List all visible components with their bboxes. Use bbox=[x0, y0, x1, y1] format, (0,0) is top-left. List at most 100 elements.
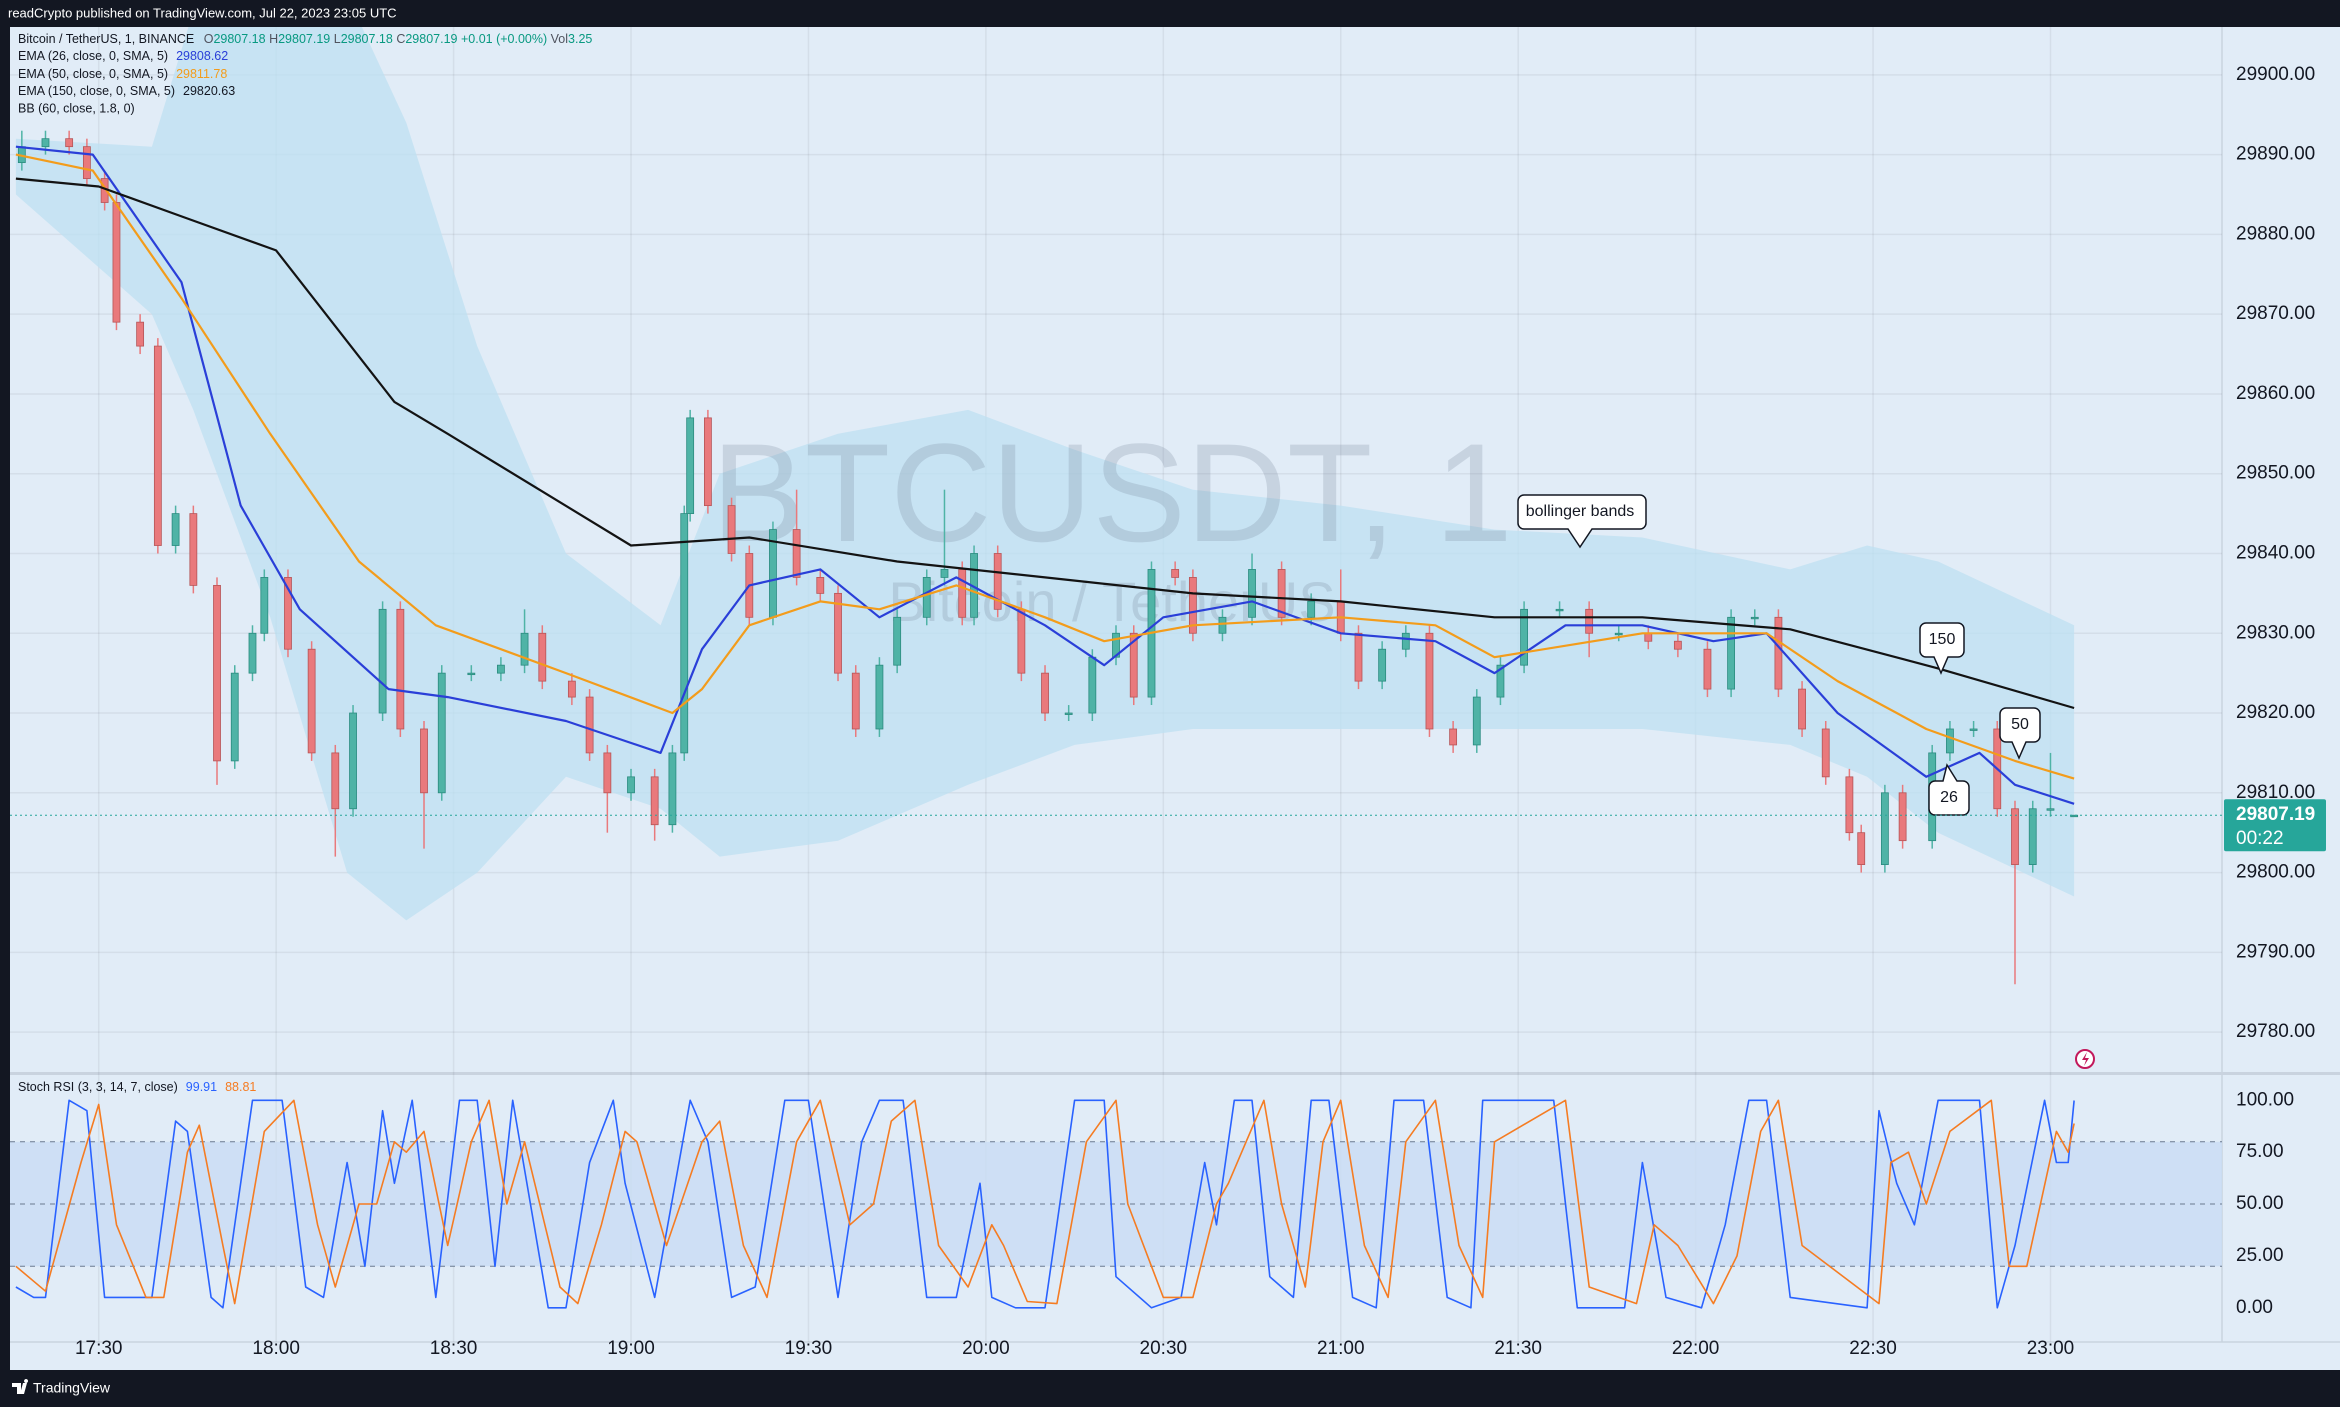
candle-body bbox=[834, 592, 842, 674]
callout bbox=[1928, 763, 1970, 816]
callout bbox=[1999, 707, 2041, 760]
candle-body bbox=[1277, 569, 1286, 618]
annotation-text: 150 bbox=[1929, 631, 1956, 648]
candle-body bbox=[349, 712, 357, 810]
x-tick-label: 22:00 bbox=[1672, 1338, 1720, 1359]
footer-bar bbox=[0, 1370, 2340, 1407]
legend-value: 88.81 bbox=[225, 1080, 256, 1094]
candle-body bbox=[1774, 616, 1783, 690]
candle-body bbox=[2028, 808, 2037, 865]
ohlc-prefix: O bbox=[204, 32, 214, 46]
annotation: 150 bbox=[1919, 622, 1965, 675]
x-tick-label: 20:30 bbox=[1140, 1338, 1188, 1359]
legend-value: 29811.78 bbox=[176, 67, 227, 81]
alert-icon[interactable] bbox=[2075, 1049, 2095, 1069]
candle-body bbox=[680, 513, 689, 754]
x-tick-label: 19:30 bbox=[785, 1338, 833, 1359]
ohlc-low: 29807.18 bbox=[341, 32, 393, 46]
y-tick-label: 75.00 bbox=[2236, 1141, 2284, 1162]
candle-body bbox=[2046, 808, 2055, 811]
candle-body bbox=[82, 146, 91, 179]
candle-body bbox=[1880, 792, 1889, 865]
volume-label: Vol bbox=[551, 32, 568, 46]
legend-value: 99.91 bbox=[186, 1080, 217, 1094]
y-tick-label: 29880.00 bbox=[2236, 223, 2315, 244]
y-tick-label: 29820.00 bbox=[2236, 702, 2315, 723]
y-tick-label: 29780.00 bbox=[2236, 1021, 2315, 1042]
candle-body bbox=[1129, 632, 1138, 698]
ema50-legend: EMA (50, close, 0, SMA, 5) 29811.78 bbox=[18, 67, 227, 81]
candle-body bbox=[538, 632, 547, 682]
price-pane: BTCUSDT, 1 Bitcoin / TetherUS bbox=[15, 27, 2079, 985]
candle-body bbox=[1585, 608, 1594, 634]
annotation: bollinger bands bbox=[1517, 494, 1647, 549]
y-tick-label: 25.00 bbox=[2236, 1245, 2284, 1266]
annotation-text: 50 bbox=[2011, 716, 2029, 733]
candle-body bbox=[248, 632, 257, 674]
candle-body bbox=[816, 577, 825, 594]
x-tick-label: 18:30 bbox=[430, 1338, 478, 1359]
candle-body bbox=[1218, 616, 1227, 634]
ohlc-prefix: H bbox=[269, 32, 278, 46]
candle-body bbox=[1307, 600, 1316, 618]
candle-body bbox=[1614, 632, 1623, 636]
candle-body bbox=[1520, 608, 1528, 666]
annotation-text: 26 bbox=[1940, 789, 1958, 806]
y-tick-label: 29870.00 bbox=[2236, 303, 2315, 324]
legend-name: EMA (50, close, 0, SMA, 5) bbox=[18, 67, 168, 81]
y-tick-label: 0.00 bbox=[2236, 1297, 2273, 1318]
candle-body bbox=[112, 202, 121, 323]
candle-body bbox=[851, 672, 860, 730]
candle-body bbox=[922, 577, 931, 618]
candle-body bbox=[958, 569, 967, 618]
candle-body bbox=[1188, 577, 1197, 634]
ema150-legend: EMA (150, close, 0, SMA, 5) 29820.63 bbox=[18, 84, 235, 98]
y-tick-label: 29790.00 bbox=[2236, 941, 2315, 962]
stoch-line bbox=[15, 1099, 2075, 1305]
x-tick-label: 19:00 bbox=[607, 1338, 655, 1359]
ohlc-close: 29807.19 bbox=[405, 32, 457, 46]
candle-body bbox=[1017, 608, 1026, 674]
volume: 3.25 bbox=[568, 32, 592, 46]
x-tick-label: 22:30 bbox=[1849, 1338, 1897, 1359]
candle-body bbox=[1088, 656, 1097, 714]
candle-body bbox=[1969, 728, 1978, 731]
ohlc-prefix: C bbox=[396, 32, 405, 46]
candle-body bbox=[1821, 728, 1830, 778]
candle-body bbox=[1112, 632, 1120, 658]
candle-body bbox=[171, 513, 180, 546]
callout bbox=[1919, 622, 1965, 675]
candle-body bbox=[396, 608, 405, 730]
candle-body bbox=[189, 513, 198, 586]
y-tick-label: 29890.00 bbox=[2236, 144, 2315, 165]
ohlc-open: 29807.18 bbox=[213, 32, 265, 46]
candle-body bbox=[467, 672, 476, 676]
candle-body bbox=[686, 417, 695, 515]
candle-body bbox=[1946, 728, 1954, 754]
y-tick-label: 29830.00 bbox=[2236, 622, 2315, 643]
annotation: 50 bbox=[1999, 707, 2041, 760]
ema-line bbox=[15, 145, 2075, 805]
candle-body bbox=[875, 664, 884, 730]
x-tick-label: 23:00 bbox=[2027, 1338, 2075, 1359]
x-tick-label: 17:30 bbox=[75, 1338, 123, 1359]
candle-body bbox=[65, 138, 74, 148]
candle-body bbox=[1798, 688, 1806, 730]
candle-body bbox=[727, 505, 736, 554]
candle-body bbox=[1064, 712, 1073, 715]
ema-line bbox=[15, 153, 2075, 780]
last-price-text: 29807.19 bbox=[2236, 804, 2315, 825]
y-tick-label: 29900.00 bbox=[2236, 64, 2315, 85]
candle-body bbox=[1703, 648, 1712, 690]
candle-body bbox=[1041, 672, 1049, 714]
legend-name: EMA (26, close, 0, SMA, 5) bbox=[18, 49, 168, 63]
candle-body bbox=[1248, 569, 1256, 618]
candle-body bbox=[627, 776, 635, 794]
x-tick-label: 18:00 bbox=[252, 1338, 300, 1359]
candle-body bbox=[993, 553, 1002, 610]
alert-bolt[interactable] bbox=[2082, 1052, 2089, 1066]
candle-body bbox=[1857, 832, 1866, 865]
countdown-text: 00:22 bbox=[2236, 828, 2284, 849]
watermark-subtitle: Bitcoin / TetherUS bbox=[888, 570, 1335, 633]
x-tick-label: 21:00 bbox=[1317, 1338, 1365, 1359]
